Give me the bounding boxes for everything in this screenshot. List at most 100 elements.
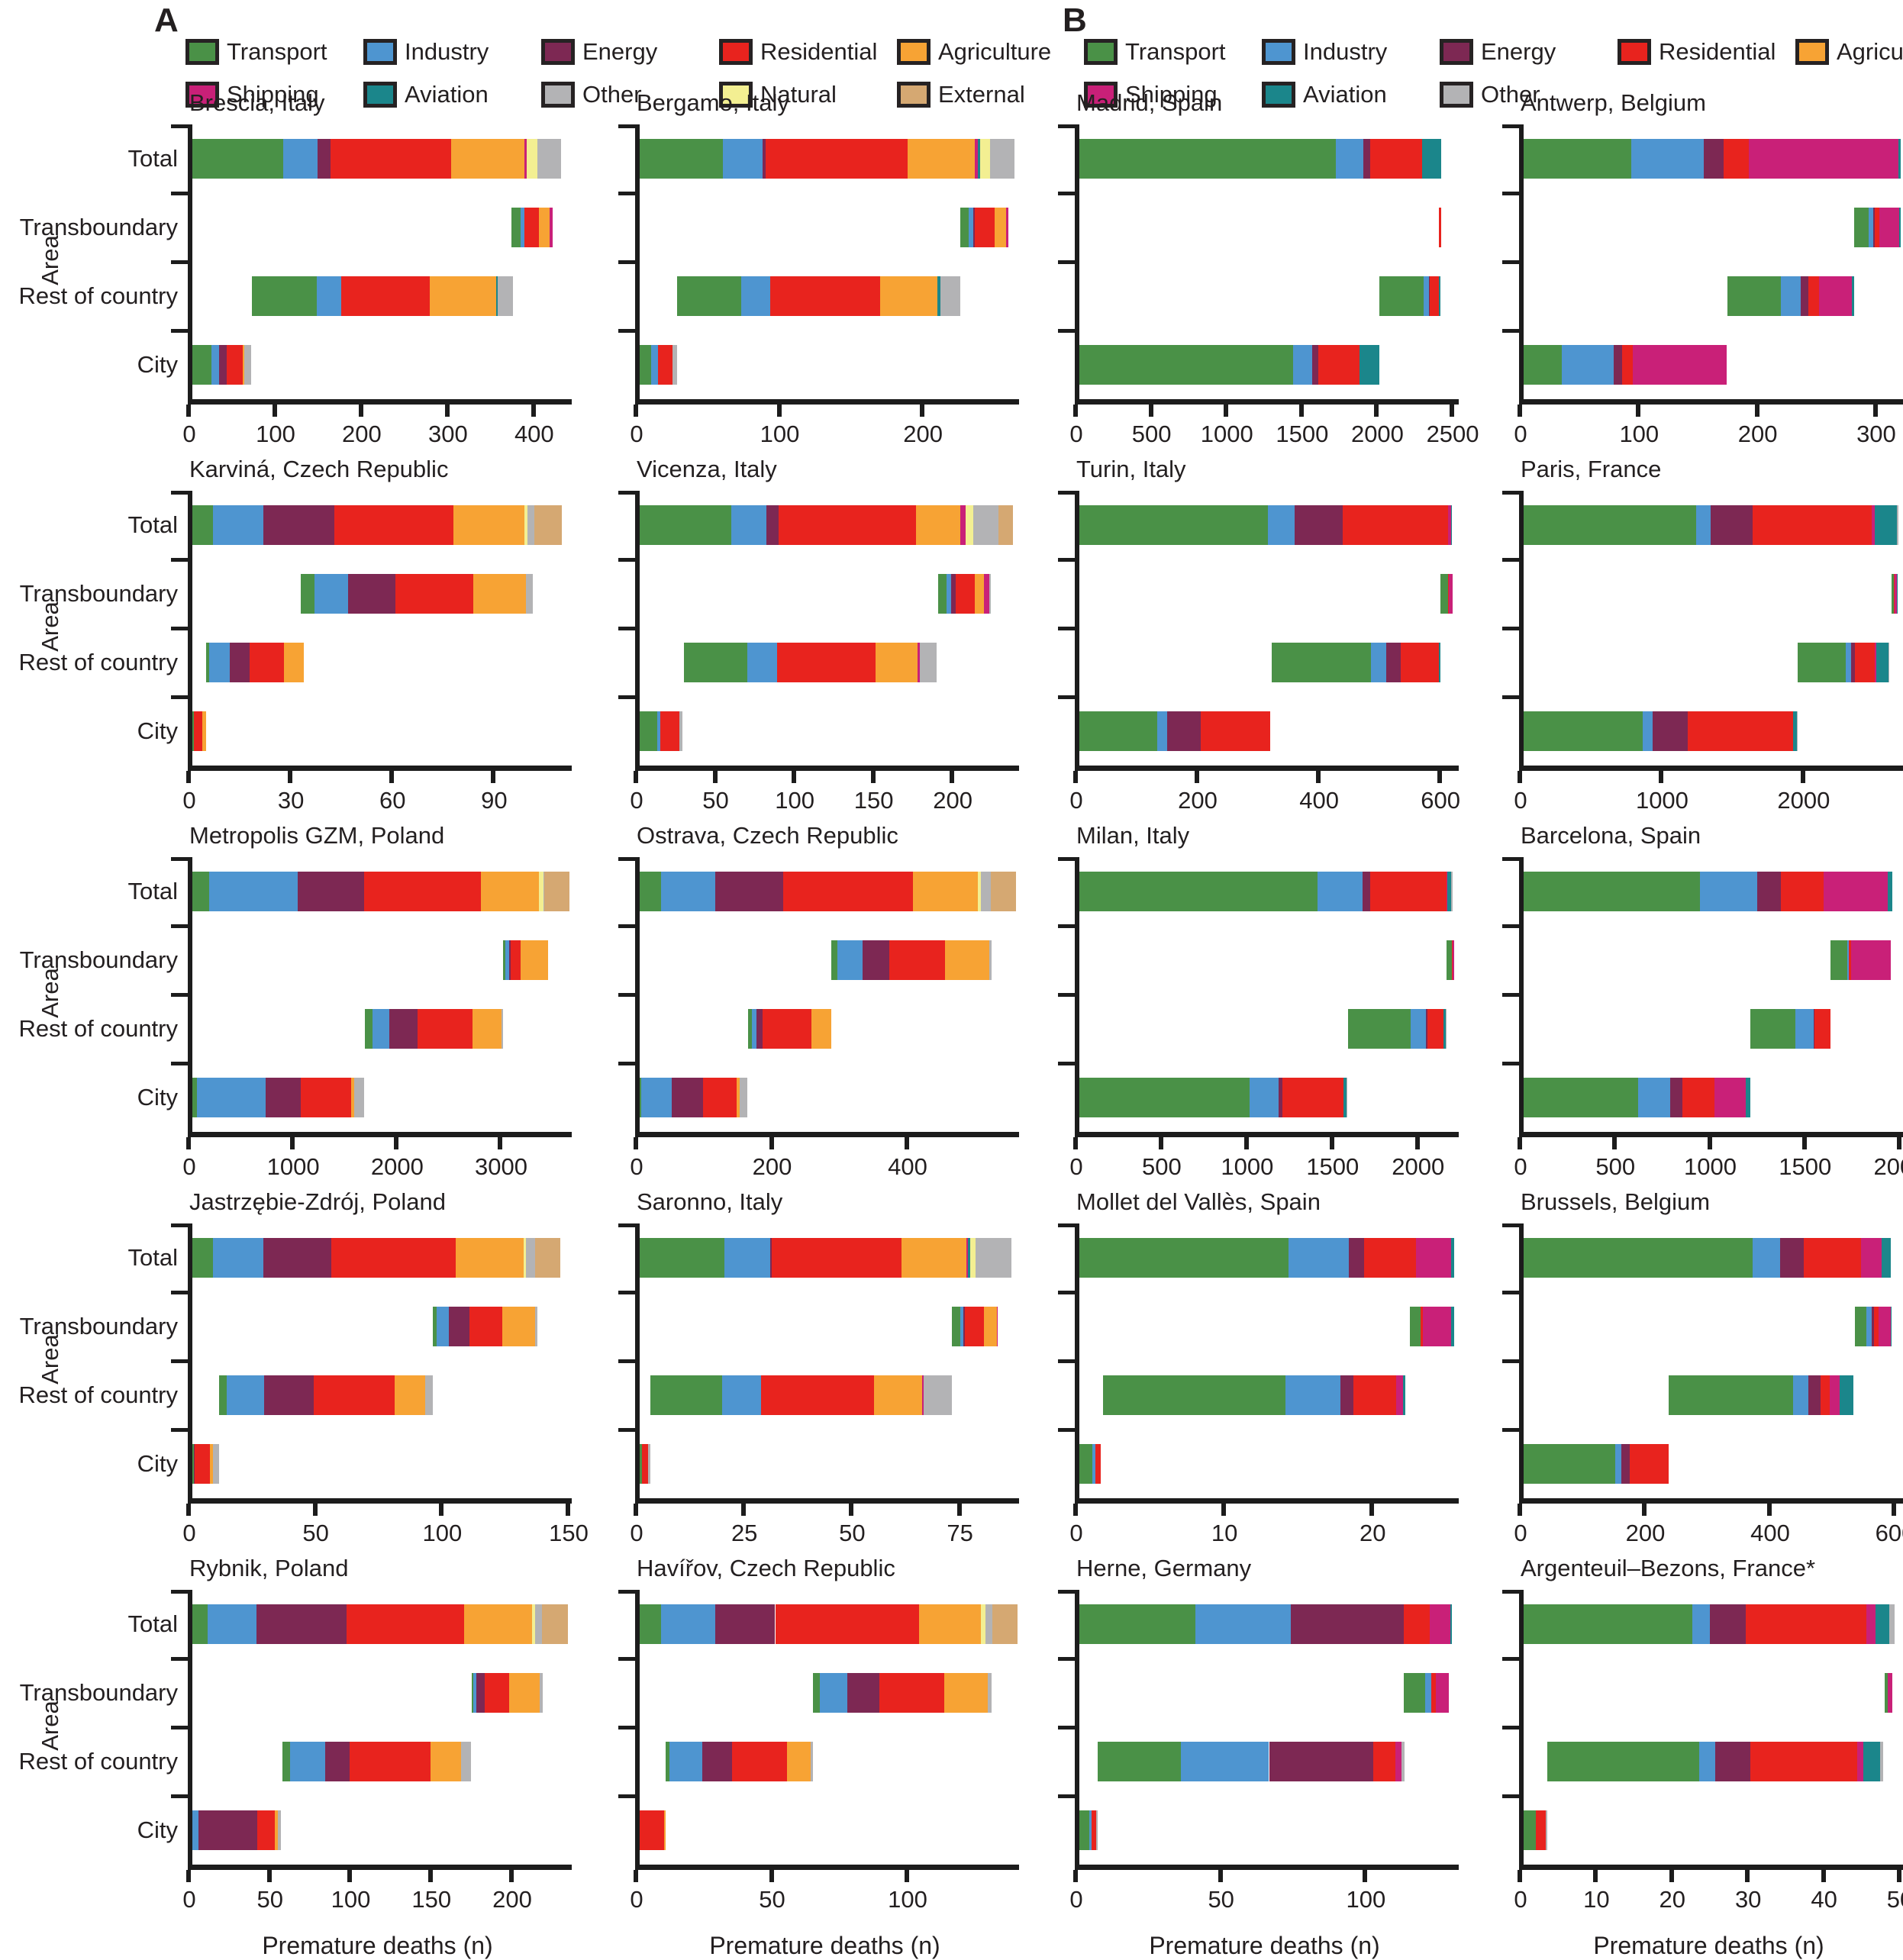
y-tick	[1058, 260, 1075, 264]
bar-rest-segment-transport	[205, 643, 210, 682]
bar-rest-segment-other	[940, 276, 961, 316]
plot-area	[618, 857, 1019, 1137]
bar-total-segment-natural	[981, 1604, 985, 1644]
bar-total-segment-energy	[763, 139, 766, 179]
x-tick-label: 100	[775, 787, 814, 814]
y-tick	[1502, 1428, 1519, 1432]
x-tick-label: 0	[630, 1520, 643, 1546]
chart-title: Antwerp, Belgium	[1521, 89, 1706, 116]
y-tick	[1502, 1726, 1519, 1730]
bar-transboundary-segment-industry	[314, 574, 349, 614]
bar-total-segment-residential	[1746, 1604, 1867, 1644]
legend-swatch-residential-icon	[1618, 39, 1651, 65]
bar-total-segment-natural	[524, 505, 528, 545]
chart-karvin-czech-republic: Karviná, Czech Republic 0 30 60 90	[171, 454, 575, 820]
chart-title: Vicenza, Italy	[637, 456, 777, 482]
bar-total-segment-agriculture	[450, 139, 524, 179]
x-tick-label: 100	[888, 1886, 927, 1913]
x-tick-label: 0	[182, 1153, 196, 1180]
bar-total-segment-external	[998, 505, 1013, 545]
legend-item-label: Shipping	[227, 81, 319, 108]
bar-total-segment-shipping	[974, 139, 978, 179]
bar-total-segment-transport	[192, 139, 283, 179]
y-tick	[618, 1428, 635, 1432]
bar-total-segment-other	[975, 1238, 1011, 1278]
y-tick	[171, 1291, 188, 1294]
bar-transboundary-segment-industry	[1868, 208, 1874, 247]
y-tick	[618, 1291, 635, 1294]
bar-total-segment-other	[526, 1238, 535, 1278]
bar-transboundary-segment-other	[989, 574, 991, 614]
bar-total-segment-aviation	[1888, 872, 1893, 911]
bar-transboundary-segment-shipping	[1006, 208, 1008, 247]
legend-swatch-transport-icon	[1084, 39, 1118, 65]
y-tick	[171, 491, 188, 495]
legend-item-other: Other	[1440, 73, 1618, 116]
x-tick-label: 200	[1178, 787, 1218, 814]
plot-area	[1502, 491, 1903, 771]
x-tick-label: 2500	[1426, 421, 1479, 447]
bar-total-segment-residential	[334, 505, 453, 545]
bar-rest-segment-energy	[1386, 643, 1401, 682]
legend-item-label: Transport	[1125, 38, 1226, 65]
bar-total-segment-residential	[1753, 505, 1872, 545]
bar-transboundary-segment-energy	[348, 574, 396, 614]
x-axis-title: Premature deaths (n)	[709, 1932, 940, 1959]
chart-rybnik-poland: Rybnik, Poland 0 50 100 150 200 Premature deat…	[171, 1553, 575, 1959]
y-tick	[1058, 1359, 1075, 1363]
x-tick-label: 300	[427, 421, 468, 447]
x-tick-label: 1000	[1221, 1153, 1274, 1180]
bar-transboundary-segment-energy	[476, 1673, 485, 1713]
y-tick	[618, 1657, 635, 1661]
legend-swatch-other-icon	[1440, 82, 1473, 108]
bar-total-segment-energy	[1349, 1238, 1364, 1278]
bar-transboundary-segment-shipping	[1449, 574, 1453, 614]
bar-transboundary-segment-residential	[395, 574, 474, 614]
bar-rest-segment-transport	[1379, 276, 1424, 316]
bar-total-segment-industry	[1695, 505, 1711, 545]
bar-city-segment-transport	[640, 1078, 641, 1117]
bar-city-segment-agriculture	[350, 1078, 355, 1117]
bar-total-segment-industry	[1267, 505, 1295, 545]
bar-rest-segment-residential	[1821, 1375, 1830, 1415]
x-tick	[1329, 1137, 1334, 1149]
bar-total-segment-aviation	[1450, 1604, 1452, 1644]
bar-total-segment-industry	[1699, 872, 1758, 911]
bar-rest-segment-shipping	[1818, 276, 1853, 316]
chart-row: Area Total Transboundary Rest of country Cit…	[0, 88, 1903, 454]
bar-rest-segment-shipping	[1874, 643, 1876, 682]
legend-item-agriculture: Agriculture	[1795, 31, 1903, 73]
category-label-transboundary: Transboundary	[19, 214, 178, 240]
x-tick	[634, 405, 638, 417]
bar-total-segment-residential	[1363, 1238, 1416, 1278]
bar-transboundary-segment-transport	[511, 208, 521, 247]
plot-area	[1058, 491, 1459, 771]
legend-swatch-external-icon	[897, 82, 931, 108]
legend-swatch-other-icon	[541, 82, 575, 108]
legend-item-agriculture: Agriculture	[897, 31, 1075, 73]
bar-rest-segment-industry	[741, 276, 770, 316]
bar-total-segment-natural	[980, 139, 991, 179]
plot-area	[1058, 1223, 1459, 1504]
x-tick	[186, 1870, 191, 1882]
category-label-total: Total	[127, 145, 178, 172]
legend-panel-a: Transport Industry Energy Residential Agricu…	[185, 31, 1075, 116]
bar-transboundary-segment-agriculture	[975, 574, 985, 614]
bar-rest-segment-agriculture	[429, 276, 496, 316]
chart-title: Rybnik, Poland	[189, 1555, 349, 1581]
x-tick-label: 0	[1069, 1153, 1083, 1180]
y-tick	[1058, 695, 1075, 699]
bar-rest-segment-industry	[1698, 1742, 1716, 1781]
bar-total-segment-residential	[1370, 139, 1422, 179]
x-tick-label: 300	[1856, 421, 1896, 447]
bar-total-segment-industry	[661, 872, 716, 911]
bar-rest-segment-transport	[650, 1375, 723, 1415]
bar-city-segment-residential	[1687, 711, 1793, 751]
bar-transboundary-segment-industry	[820, 1673, 847, 1713]
bar-rest-segment-energy	[229, 643, 250, 682]
x-tick	[776, 405, 782, 417]
bar-total-segment-natural	[969, 1238, 976, 1278]
legend-swatch-agriculture-icon	[897, 39, 931, 65]
chart-bergamo-italy: Bergamo, Italy 0 100 200	[618, 88, 1022, 454]
y-tick	[618, 1794, 635, 1798]
